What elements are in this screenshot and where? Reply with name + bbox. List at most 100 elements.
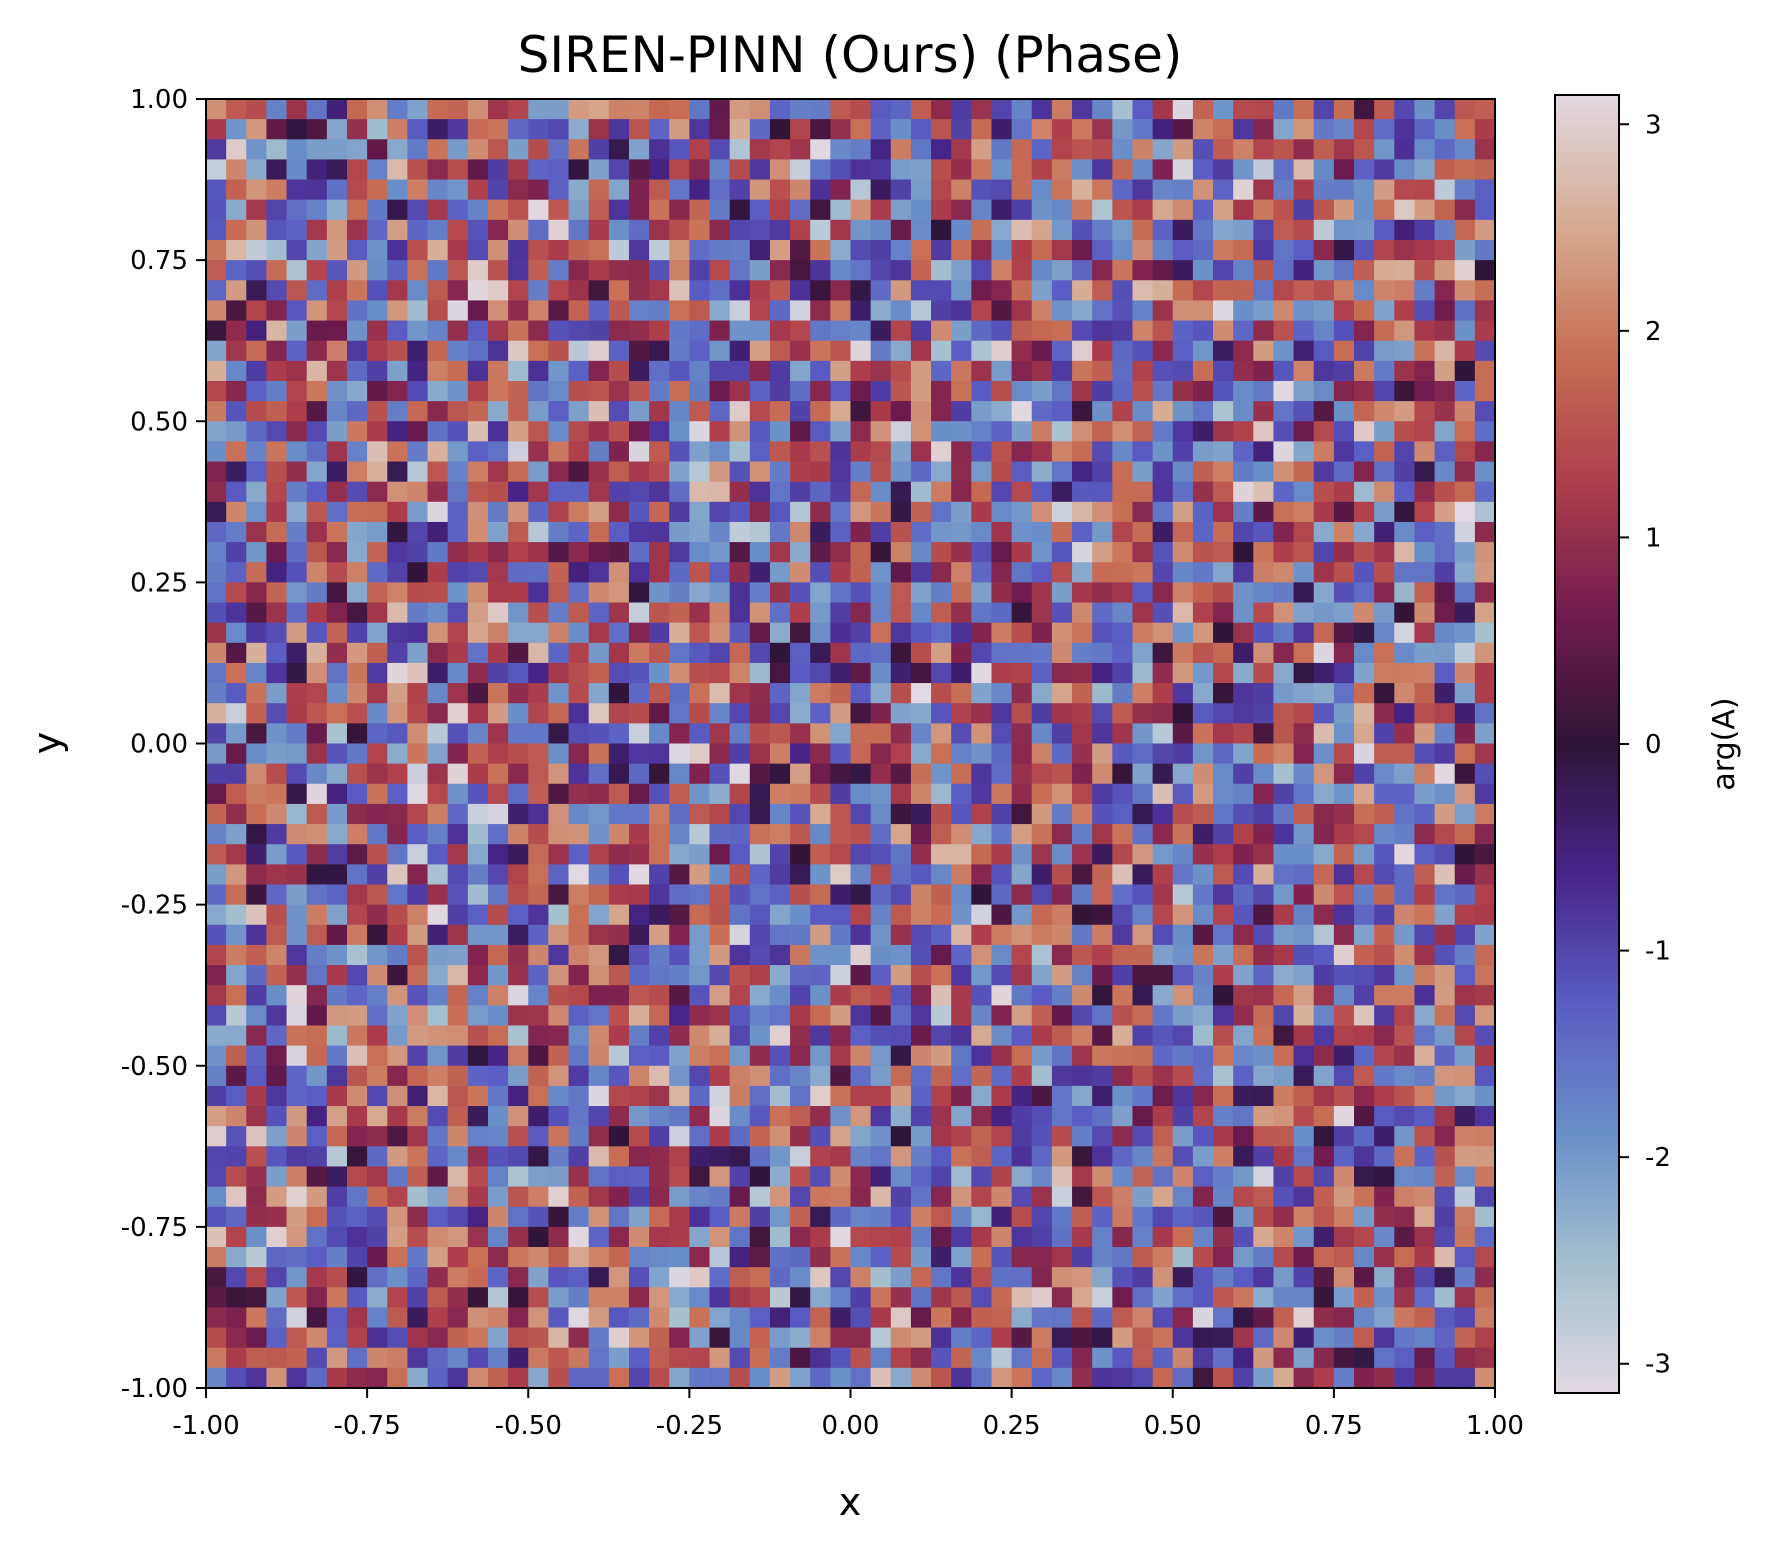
heatmap-cell (790, 662, 811, 684)
heatmap-cell (1031, 965, 1053, 986)
heatmap-cell (628, 179, 650, 201)
heatmap-cell (1233, 1367, 1254, 1389)
heatmap-cell (387, 1226, 409, 1248)
heatmap-cell (669, 662, 690, 684)
heatmap-cell (367, 763, 388, 785)
colorbar (1554, 94, 1620, 1394)
heatmap-cell (226, 582, 247, 604)
heatmap-cell (790, 622, 811, 644)
heatmap-cell (971, 763, 993, 785)
heatmap-cell (286, 239, 308, 261)
heatmap-cell (528, 1287, 549, 1309)
heatmap-cell (346, 280, 368, 302)
heatmap-cell (1112, 924, 1134, 946)
heatmap-cell (971, 481, 993, 503)
heatmap-cell (931, 1186, 952, 1208)
heatmap-cell (1333, 622, 1355, 644)
heatmap-cell (689, 239, 711, 261)
heatmap-cell (971, 441, 993, 463)
heatmap-cell (870, 139, 892, 161)
heatmap-cell (246, 824, 268, 845)
heatmap-cell (1031, 703, 1053, 724)
heatmap-cell (991, 1085, 1013, 1107)
heatmap-cell (1132, 723, 1154, 745)
heatmap-cell (508, 280, 529, 302)
heatmap-cell (548, 1247, 570, 1268)
heatmap-cell (1434, 743, 1456, 765)
heatmap-cell (790, 501, 811, 523)
heatmap-cell (769, 99, 791, 120)
heatmap-cell (1434, 844, 1456, 865)
heatmap-cell (286, 1267, 308, 1288)
heatmap-cell (1394, 1327, 1416, 1349)
heatmap-cell (608, 421, 630, 442)
heatmap-cell (669, 844, 690, 865)
heatmap-cell (246, 542, 268, 563)
heatmap-cell (1132, 139, 1154, 161)
heatmap-cell (689, 703, 711, 724)
heatmap-cell (266, 280, 288, 302)
heatmap-cell (1273, 1367, 1295, 1389)
heatmap-cell (367, 602, 388, 624)
heatmap-cell (346, 521, 368, 543)
heatmap-cell (689, 803, 711, 825)
heatmap-cell (810, 441, 831, 463)
heatmap-cell (1313, 1226, 1335, 1248)
heatmap-cell (508, 1065, 529, 1087)
heatmap-cell (367, 1247, 388, 1268)
heatmap-cell (1112, 260, 1134, 281)
heatmap-cell (1394, 562, 1416, 583)
heatmap-cell (1132, 199, 1154, 221)
heatmap-cell (850, 542, 872, 563)
heatmap-cell (830, 622, 852, 644)
heatmap-cell (427, 542, 449, 563)
heatmap-cell (870, 401, 892, 422)
heatmap-cell (306, 1327, 328, 1349)
heatmap-cell (971, 360, 993, 382)
heatmap-cell (749, 864, 771, 886)
heatmap-cell (427, 421, 449, 442)
heatmap-cell (1374, 602, 1395, 624)
heatmap-cell (387, 199, 409, 221)
heatmap-cell (689, 1186, 711, 1208)
heatmap-cell (447, 521, 469, 543)
heatmap-cell (286, 1327, 308, 1349)
heatmap-cell (387, 703, 409, 724)
heatmap-cell (447, 904, 469, 926)
heatmap-cell (206, 521, 227, 543)
heatmap-cell (467, 360, 489, 382)
heatmap-cell (1474, 461, 1496, 483)
heatmap-cell (1072, 844, 1093, 865)
heatmap-cell (1092, 481, 1113, 503)
heatmap-cell (588, 1106, 610, 1127)
heatmap-cell (1253, 1106, 1275, 1127)
heatmap-cell (1051, 380, 1073, 402)
heatmap-cell (729, 703, 751, 724)
heatmap-cell (1253, 119, 1275, 140)
heatmap-cell (346, 501, 368, 523)
heatmap-cell (1092, 501, 1113, 523)
heatmap-cell (669, 642, 690, 664)
heatmap-cell (689, 844, 711, 865)
heatmap-cell (1152, 421, 1174, 442)
heatmap-cell (286, 1347, 308, 1369)
heatmap-cell (1213, 622, 1234, 644)
heatmap-cell (1293, 662, 1315, 684)
heatmap-cell (749, 683, 771, 704)
heatmap-cell (1454, 481, 1476, 503)
heatmap-cell (649, 1005, 670, 1027)
heatmap-cell (769, 1347, 791, 1369)
heatmap-cell (367, 159, 388, 181)
heatmap-cell (1474, 884, 1496, 906)
x-axis-ticks: -1.00 -0.75 -0.50 -0.25 0.00 0.25 0.50 0.75 1.00 (172, 1388, 1524, 1441)
heatmap-cell (910, 763, 932, 785)
heatmap-cell (910, 662, 932, 684)
heatmap-cell (769, 1106, 791, 1127)
heatmap-cell (1192, 1206, 1214, 1228)
heatmap-cell (1474, 824, 1496, 845)
heatmap-cell (1051, 562, 1073, 583)
heatmap-cell (1293, 844, 1315, 865)
heatmap-cell (1434, 99, 1456, 120)
heatmap-cell (1192, 985, 1214, 1006)
heatmap-cell (608, 1367, 630, 1389)
